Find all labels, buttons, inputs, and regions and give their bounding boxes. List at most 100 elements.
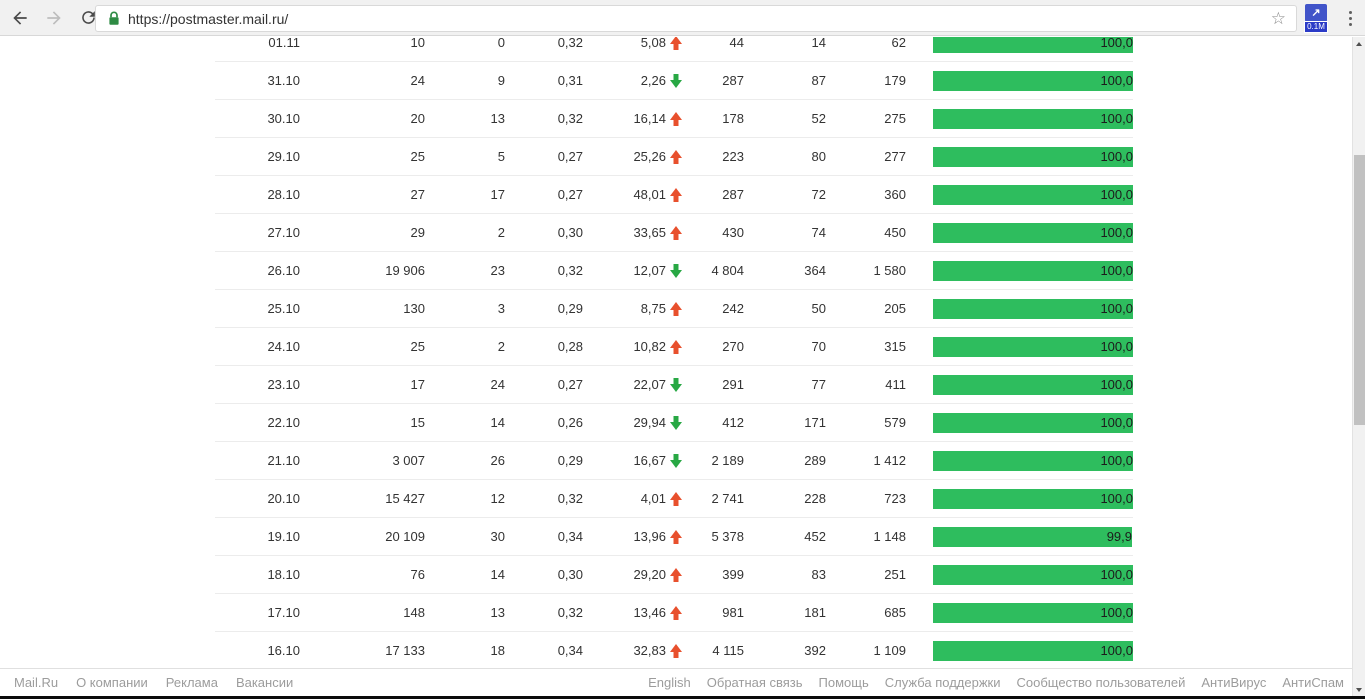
back-button[interactable] [6,4,34,32]
percentage-bar-cell: 100,0 [911,488,1133,509]
trend-cell: 13,46 [588,605,686,620]
footer-link[interactable]: Реклама [165,675,218,690]
bar-track: 100,0 [933,108,1133,129]
bar-fill: 100,0 [933,564,1133,585]
value-cell: 0,34 [557,529,583,544]
bar-fill: 100,0 [933,108,1133,129]
footer-link[interactable]: English [648,675,691,690]
value-cell: 228 [804,491,826,506]
percentage-bar-cell: 100,0 [911,374,1133,395]
trend-value: 13,96 [633,529,666,544]
forward-button[interactable] [40,4,68,32]
table-row: 01.11 10 0 0,32 5,08 44 14 62 100,0 [215,37,1133,62]
trend-arrow-icon [669,416,682,430]
footer-link[interactable]: АнтиВирус [1201,675,1267,690]
value-cell: 25 [410,149,425,164]
footer-link[interactable]: Сообщество пользователей [1016,675,1186,690]
footer-link[interactable]: АнтиСпам [1282,675,1344,690]
value-cell: 0,32 [557,111,583,126]
trend-cell: 8,75 [588,301,686,316]
value-cell: 275 [884,111,906,126]
value-cell: 74 [811,225,826,240]
percentage-bar-cell: 100,0 [911,412,1133,433]
trend-cell: 4,01 [588,491,686,506]
bar-fill: 100,0 [933,37,1133,53]
bar-track: 100,0 [933,222,1133,243]
value-cell: 1 148 [873,529,906,544]
footer-link[interactable]: Mail.Ru [14,675,59,690]
trend-arrow-icon [669,454,682,468]
footer-link[interactable]: Вакансии [235,675,294,690]
footer-link[interactable]: Служба поддержки [884,675,1001,690]
value-cell: 981 [722,605,744,620]
date-cell: 30.10 [267,111,300,126]
bar-track: 100,0 [933,640,1133,661]
extension-button[interactable]: ↗ 0.1M [1303,4,1329,34]
footer-link[interactable]: Обратная связь [706,675,803,690]
bar-fill: 100,0 [933,222,1133,243]
value-cell: 685 [884,605,906,620]
value-cell: 3 [497,301,505,316]
bookmark-star-icon[interactable]: ☆ [1270,8,1286,28]
trend-arrow-icon [669,530,682,544]
reload-button[interactable] [74,4,102,32]
footer-link[interactable]: Помощь [818,675,869,690]
value-cell: 83 [811,567,826,582]
scrollbar-thumb[interactable] [1354,155,1365,425]
value-cell: 4 115 [712,643,744,658]
value-cell: 1 580 [873,263,906,278]
bar-fill: 100,0 [933,146,1133,167]
value-cell: 0,31 [557,73,583,88]
value-cell: 452 [804,529,826,544]
date-cell: 20.10 [267,491,300,506]
value-cell: 87 [811,73,826,88]
value-cell: 77 [811,377,826,392]
vertical-scrollbar[interactable] [1352,37,1365,696]
scroll-down-icon [1356,687,1362,692]
trend-value: 8,75 [640,301,666,316]
scroll-up-button[interactable] [1353,37,1365,50]
value-cell: 0,30 [557,225,583,240]
value-cell: 0,30 [557,567,583,582]
percentage-bar-cell: 100,0 [911,222,1133,243]
url-text[interactable]: https://postmaster.mail.ru/ [128,10,289,27]
trend-value: 32,83 [633,643,666,658]
value-cell: 0,28 [557,339,583,354]
forward-arrow-icon [47,10,61,25]
date-cell: 26.10 [267,263,300,278]
value-cell: 25 [410,339,425,354]
value-cell: 205 [884,301,906,316]
percentage-bar-cell: 100,0 [911,336,1133,357]
value-cell: 14 [490,567,505,582]
value-cell: 430 [722,225,744,240]
trend-cell: 13,96 [588,529,686,544]
browser-menu-button[interactable] [1340,8,1360,28]
scroll-down-button[interactable] [1353,683,1365,696]
value-cell: 29 [410,225,425,240]
trend-arrow-icon [669,644,682,658]
bar-fill: 100,0 [933,488,1133,509]
table-row: 27.10 29 2 0,30 33,65 430 74 450 100,0 [215,214,1133,252]
value-cell: 0,27 [557,377,583,392]
menu-dot [1348,22,1352,26]
trend-value: 22,07 [633,377,666,392]
value-cell: 0,29 [557,453,583,468]
footer-right-links: English Обратная связь Помощь Служба поддер… [648,675,1352,690]
value-cell: 450 [884,225,906,240]
trend-value: 16,14 [633,111,666,126]
value-cell: 411 [885,377,906,392]
value-cell: 0,29 [557,301,583,316]
value-cell: 27 [410,187,425,202]
footer-link[interactable]: О компании [76,675,148,690]
bar-track: 100,0 [933,336,1133,357]
trend-value: 25,26 [633,149,666,164]
extension-icon: ↗ [1305,4,1327,22]
bar-track: 100,0 [933,374,1133,395]
date-cell: 18.10 [267,567,300,582]
value-cell: 23 [490,263,505,278]
value-cell: 13 [490,111,505,126]
menu-dot [1348,16,1352,20]
table-row: 17.10 148 13 0,32 13,46 981 181 685 100,… [215,594,1133,632]
address-bar[interactable]: https://postmaster.mail.ru/ ☆ [95,5,1297,32]
trend-arrow-icon [669,606,682,620]
